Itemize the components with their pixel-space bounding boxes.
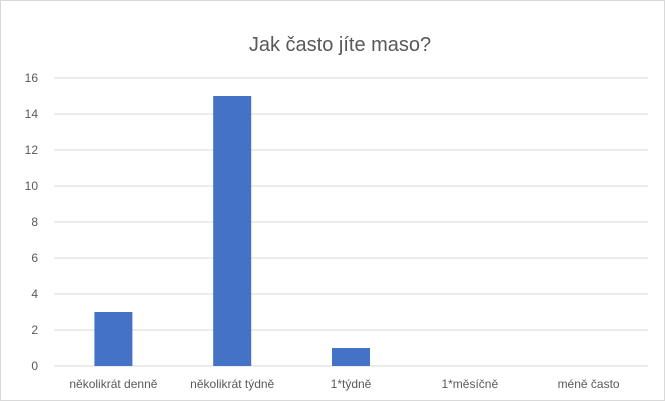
x-category-label: 1*měsíčně: [441, 377, 498, 391]
y-tick-label: 4: [31, 287, 38, 301]
x-axis-category-labels: několikrát denně několikrát týdně 1*týdně 1…: [69, 377, 620, 391]
bar: [213, 96, 252, 366]
x-category-label: několikrát týdně: [190, 377, 274, 391]
bar: [94, 312, 133, 366]
x-category-label: několikrát denně: [69, 377, 157, 391]
y-tick-label: 8: [31, 215, 38, 229]
y-tick-label: 14: [25, 107, 39, 121]
y-tick-label: 12: [25, 143, 39, 157]
gridlines: [54, 77, 648, 367]
x-category-label: méně často: [558, 377, 620, 391]
y-tick-label: 6: [31, 251, 38, 265]
y-tick-label: 0: [31, 359, 38, 373]
y-tick-label: 16: [25, 71, 39, 85]
bars: [94, 96, 370, 366]
bar: [332, 348, 370, 366]
x-category-label: 1*týdně: [331, 377, 372, 391]
chart-title: Jak často jíte maso?: [249, 34, 431, 56]
y-tick-label: 2: [31, 323, 38, 337]
y-tick-label: 10: [25, 179, 39, 193]
y-axis-tick-labels: 0 2 4 6 8 10 12 14 16: [25, 71, 39, 373]
